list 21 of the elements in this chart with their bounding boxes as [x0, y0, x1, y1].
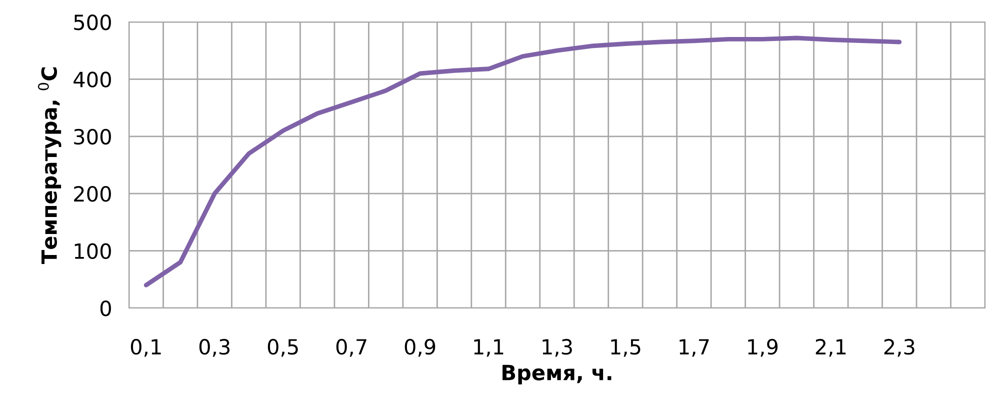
x-tick-label: 0,5: [268, 338, 298, 357]
y-axis-title: Температура, $^{0}$C: [38, 67, 62, 264]
x-tick-label: 1,9: [748, 338, 778, 357]
y-tick-label: 300: [74, 128, 111, 145]
x-tick-label: 0,1: [130, 338, 161, 357]
x-tick-label: 1,3: [542, 338, 572, 357]
x-tick-label: 0,7: [336, 338, 366, 357]
line-series: [144, 36, 902, 288]
y-tick-label: 500: [74, 14, 111, 30]
y-tick-label: 200: [74, 186, 111, 202]
y-tick-label: 100: [74, 243, 111, 260]
x-tick-label: 1,1: [474, 339, 504, 357]
x-tick-label: 2,1: [816, 338, 846, 357]
x-tick-label: 0,9: [404, 338, 436, 357]
y-tick-label: 400: [74, 72, 111, 88]
x-tick-label: 1,7: [680, 339, 709, 357]
x-tick-label: 2,3: [884, 338, 914, 357]
x-tick-label: 0,3: [199, 338, 230, 357]
x-tick-label: 1,5: [611, 339, 640, 357]
x-axis-title: Время, ч.: [502, 364, 612, 384]
y-tick-label: 0: [100, 300, 111, 316]
